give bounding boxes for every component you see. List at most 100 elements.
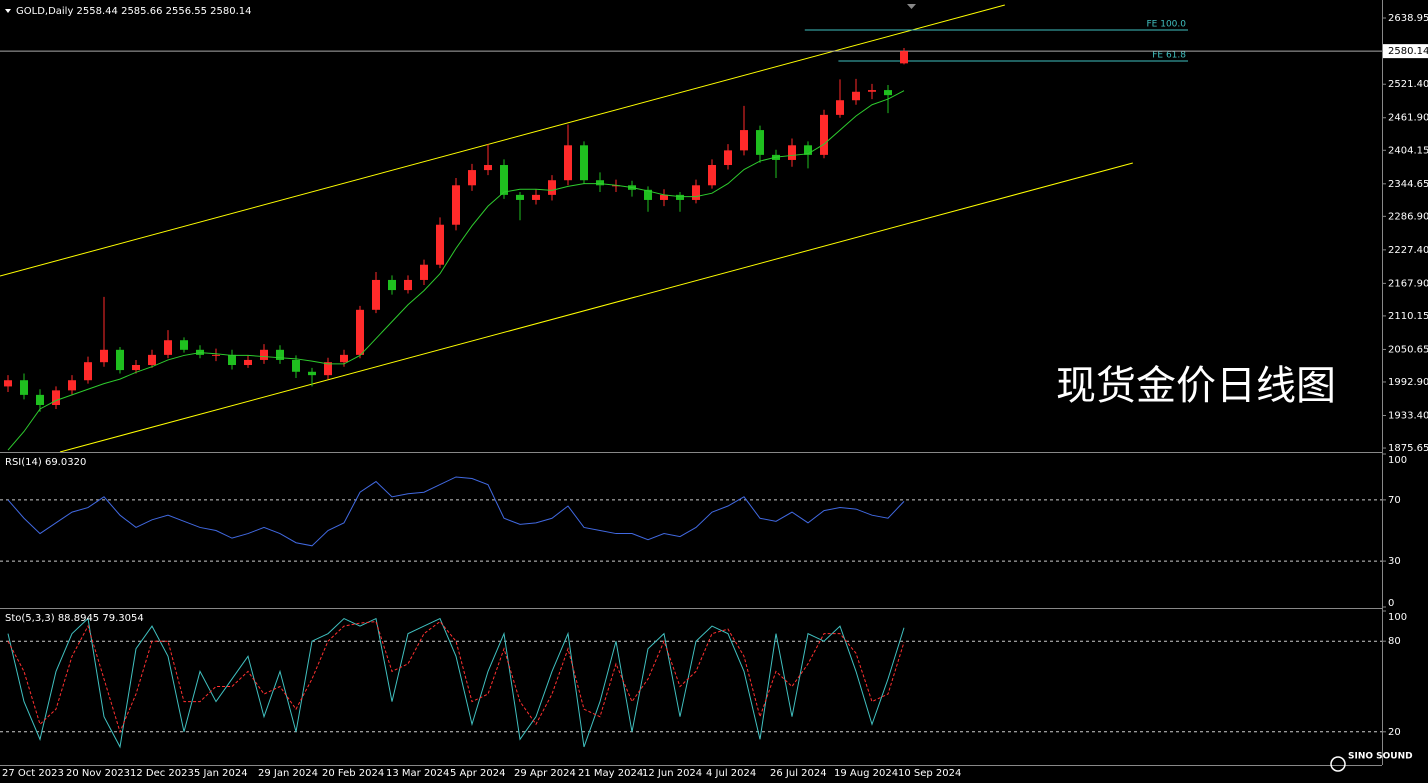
x-tick-label: 12 Dec 2023 — [130, 768, 194, 779]
y-tick-label: 1875.65 — [1388, 443, 1428, 454]
x-tick-label: 29 Apr 2024 — [514, 768, 576, 779]
y-tick-label: 2227.40 — [1388, 245, 1428, 256]
candle-body — [244, 359, 252, 366]
fib-label: FE 61.8 — [1152, 51, 1186, 61]
candle-body — [164, 340, 172, 355]
x-tick-label: 10 Sep 2024 — [898, 768, 961, 779]
candle-body — [884, 90, 892, 96]
last-price-box — [1383, 44, 1428, 59]
y-tick-label: 80 — [1388, 636, 1401, 647]
x-tick-label: 29 Jan 2024 — [258, 768, 318, 779]
shift-marker — [907, 4, 916, 9]
candle-body — [580, 145, 588, 181]
candle-body — [852, 91, 860, 101]
candle-body — [212, 354, 220, 356]
candle-body — [260, 349, 268, 360]
x-tick-label: 21 May 2024 — [578, 768, 643, 779]
candle-body — [500, 165, 508, 195]
logo: SINO SOUND — [1348, 752, 1413, 762]
candle-body — [324, 362, 332, 376]
candle-body — [132, 365, 140, 371]
candle-body — [228, 354, 236, 366]
candle-body — [596, 180, 604, 186]
candle-body — [20, 380, 28, 395]
candle-body — [820, 114, 828, 155]
candle-body — [100, 349, 108, 363]
x-tick-label: 27 Oct 2023 — [2, 768, 64, 779]
candle-body — [452, 185, 460, 225]
candle-body — [804, 145, 812, 155]
candle-body — [516, 194, 524, 200]
y-tick-label: 2110.15 — [1388, 311, 1428, 322]
chart-title: GOLD,Daily 2558.44 2585.66 2556.55 2580.… — [16, 6, 252, 17]
trendline — [59, 162, 1133, 452]
y-tick-label: 30 — [1388, 556, 1401, 567]
stochastic-panel — [0, 617, 1382, 749]
x-tick-label: 4 Jul 2024 — [706, 768, 756, 779]
candle-body — [900, 51, 908, 64]
rsi-title: RSI(14) 69.0320 — [5, 457, 86, 468]
indicator-line — [7, 620, 905, 734]
candle-body — [84, 362, 92, 381]
candle-body — [308, 371, 316, 376]
y-tick-label: 2404.15 — [1388, 145, 1428, 156]
x-tick-label: 20 Feb 2024 — [322, 768, 384, 779]
last-price-label: 2580.14 — [1388, 46, 1428, 57]
annotation: 现货金价日线图 — [1056, 363, 1336, 408]
logo-icon — [1330, 756, 1346, 772]
candle-body — [548, 180, 556, 195]
candle-body — [564, 145, 572, 181]
y-tick-label: 1992.90 — [1388, 377, 1428, 388]
y-tick-label: 70 — [1388, 495, 1401, 506]
candle-body — [836, 100, 844, 115]
candle-body — [68, 380, 76, 391]
candle-body — [116, 349, 124, 371]
candle-body — [420, 264, 428, 280]
x-tick-label: 5 Apr 2024 — [450, 768, 505, 779]
candle-body — [740, 130, 748, 151]
candle-body — [468, 170, 476, 186]
y-tick-label: 20 — [1388, 727, 1401, 738]
candle-body — [52, 390, 60, 406]
y-tick-label: 2461.90 — [1388, 113, 1428, 124]
y-tick-label: 2638.95 — [1388, 13, 1428, 24]
collapse-icon — [5, 9, 11, 13]
candle-body — [404, 279, 412, 291]
candle-body — [676, 194, 684, 200]
candle-body — [4, 380, 12, 387]
candle-body — [292, 359, 300, 372]
candle-body — [692, 185, 700, 200]
candle-body — [388, 279, 396, 291]
candle-body — [180, 340, 188, 350]
candle-body — [708, 165, 716, 186]
candle-body — [532, 194, 540, 200]
y-tick-label: 0 — [1388, 598, 1394, 609]
candle-body — [724, 150, 732, 166]
candle-body — [484, 165, 492, 171]
candle-body — [788, 145, 796, 160]
candle-body — [868, 90, 876, 92]
candle-body — [756, 130, 764, 155]
y-tick-label: 1933.40 — [1388, 410, 1428, 421]
y-tick-label: 2286.90 — [1388, 211, 1428, 222]
y-tick-label: 100 — [1388, 455, 1407, 466]
price-panel: FE 100.0 FE 61.8 — [0, 4, 1382, 452]
candle-body — [148, 354, 156, 366]
moving-average — [7, 90, 905, 451]
x-tick-label: 13 Mar 2024 — [386, 768, 449, 779]
x-tick-label: 5 Jan 2024 — [194, 768, 248, 779]
fib-label: FE 100.0 — [1147, 20, 1187, 30]
candle-body — [340, 354, 348, 363]
candle-body — [644, 189, 652, 200]
stochastic-title: Sto(5,3,3) 88.8945 79.3054 — [5, 613, 144, 624]
x-tick-label: 19 Aug 2024 — [834, 768, 898, 779]
trendline — [0, 4, 1005, 277]
y-tick-label: 2050.65 — [1388, 344, 1428, 355]
rsi-panel — [0, 476, 1382, 562]
indicator-line — [7, 617, 905, 749]
y-tick-label: 2344.65 — [1388, 179, 1428, 190]
candle-body — [356, 309, 364, 355]
